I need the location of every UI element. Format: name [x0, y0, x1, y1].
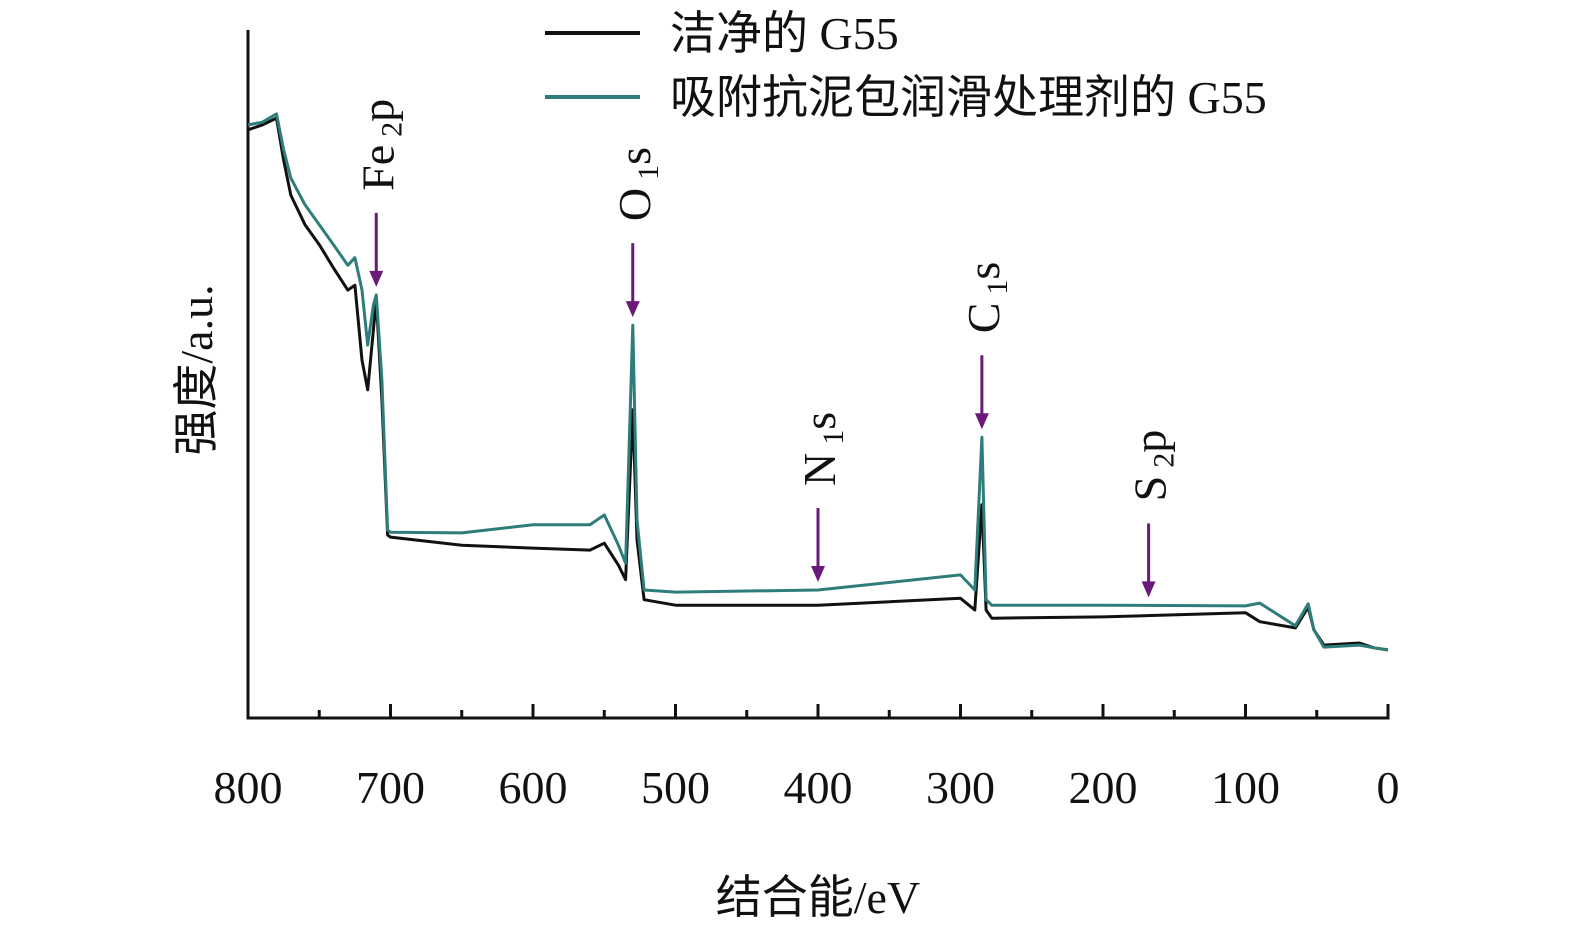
annotation-label-part: p — [1125, 430, 1176, 453]
x-tick-label: 100 — [1211, 762, 1280, 813]
x-tick-label: 400 — [784, 762, 853, 813]
x-tick-label: 200 — [1069, 762, 1138, 813]
annotation-label-part: 2 — [375, 122, 408, 137]
legend-label: 吸附抗泥包润滑处理剂的 G55 — [670, 72, 1267, 123]
x-tick-label: 800 — [214, 762, 283, 813]
annotation-label-part: 1 — [817, 430, 850, 445]
annotation-label-part: Fe — [352, 145, 403, 191]
annotation-label: Fe 2p — [352, 99, 408, 191]
x-axis-label: 结合能/eV — [716, 872, 920, 923]
x-tick-label: 500 — [641, 762, 710, 813]
annotation-label-part: s — [609, 147, 660, 165]
annotation-label-part: s — [794, 412, 845, 430]
annotation-label: N 1s — [794, 412, 850, 486]
annotation-arrowhead — [1141, 581, 1156, 598]
x-tick-label: 0 — [1377, 762, 1400, 813]
x-tick-label: 700 — [356, 762, 425, 813]
y-axis-label: 强度/a.u. — [171, 284, 222, 455]
annotation-arrowhead — [369, 270, 384, 287]
legend-label: 洁净的 G55 — [670, 8, 899, 59]
annotation-label-part: C — [958, 303, 1009, 334]
annotation-label-part: S — [1125, 476, 1176, 502]
data-line — [247, 112, 1389, 652]
annotation-label-part: N — [794, 453, 845, 486]
annotation-label-part: 1 — [632, 165, 665, 180]
annotation-arrowhead — [625, 301, 640, 318]
annotation-arrowhead — [974, 413, 989, 430]
x-tick-label: 600 — [499, 762, 568, 813]
annotation-label: C 1s — [958, 262, 1014, 334]
x-tick-label: 300 — [926, 762, 995, 813]
annotation-label: S 2p — [1125, 430, 1181, 502]
annotation-label-part: 2 — [1148, 453, 1181, 468]
annotation-label-part: s — [958, 262, 1009, 280]
annotation-label-part: p — [352, 99, 403, 122]
annotation-arrowhead — [811, 566, 825, 583]
annotation-label-part: 1 — [981, 280, 1014, 295]
annotation-label-part: O — [609, 188, 660, 221]
data-line — [247, 116, 1389, 652]
annotation-label: O 1s — [609, 147, 665, 221]
